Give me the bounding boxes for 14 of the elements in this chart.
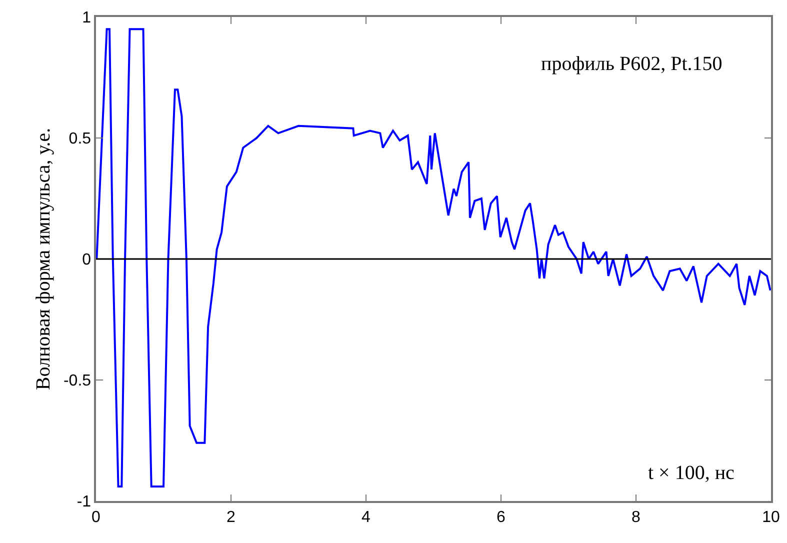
x-axis-title: t × 100, нс	[648, 462, 735, 484]
y-axis-title: Волновая форма импульса, у.е.	[32, 128, 54, 390]
x-tick-label: 4	[362, 508, 371, 526]
y-tick-label: 0	[82, 252, 92, 269]
y-tick-label: 1	[82, 10, 92, 27]
x-tick-label: 2	[226, 508, 236, 526]
line-series	[96, 28, 771, 488]
y-tick-label: 0.5	[68, 130, 92, 148]
y-tick-label: -0.5	[63, 372, 92, 390]
y-tick-label: -1	[76, 494, 92, 511]
annotation: профиль P602, Pt.150	[541, 53, 722, 75]
x-tick-label: 6	[496, 508, 506, 526]
x-tick-label: 8	[632, 508, 641, 526]
x-tick-label: 10	[762, 508, 780, 526]
